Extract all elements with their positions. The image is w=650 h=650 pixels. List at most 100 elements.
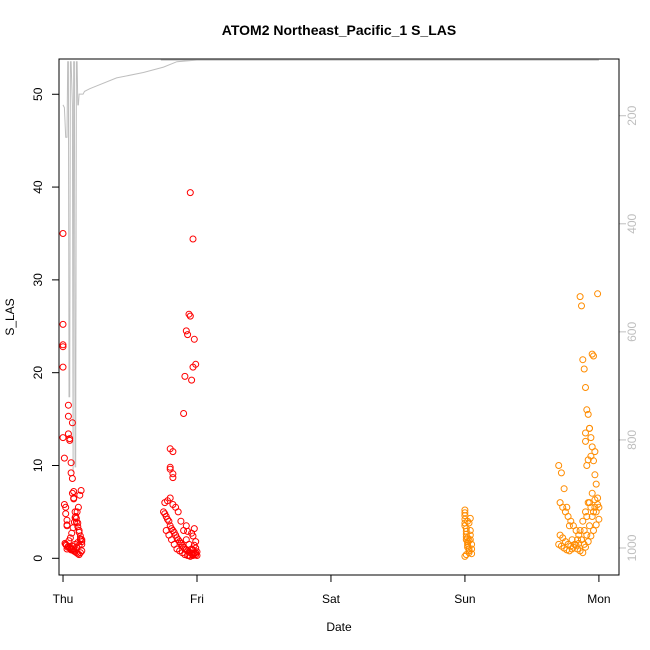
data-point <box>60 454 68 462</box>
data-point <box>586 522 593 530</box>
data-point <box>166 463 174 471</box>
data-point <box>177 517 185 525</box>
y2-tick-label: 400 <box>625 213 639 233</box>
data-point <box>73 508 81 516</box>
data-point <box>468 550 476 558</box>
x-tick-label: Thu <box>53 592 74 606</box>
data-point <box>76 549 84 557</box>
data-point <box>584 410 592 418</box>
data-point <box>586 499 593 507</box>
data-point <box>591 471 599 479</box>
data-point <box>181 372 189 380</box>
data-point <box>595 515 603 523</box>
data-point <box>185 310 193 318</box>
data-point <box>588 489 596 497</box>
y2-tick-label: 600 <box>625 322 639 342</box>
data-point <box>59 363 67 371</box>
data-point <box>74 503 82 511</box>
y-tick-label: 0 <box>31 555 45 562</box>
data-point <box>186 312 194 320</box>
data-point <box>594 290 602 298</box>
data-point <box>555 462 563 469</box>
data-point <box>579 517 587 525</box>
data-point <box>64 401 72 409</box>
data-point <box>59 341 67 349</box>
data-point <box>587 532 595 540</box>
data-point <box>583 462 591 469</box>
data-point <box>582 437 589 445</box>
data-point <box>68 475 76 482</box>
data-point <box>588 350 596 358</box>
data-point <box>164 515 171 523</box>
x-tick-label: Mon <box>587 592 610 606</box>
x-tick-label: Sat <box>322 592 341 606</box>
data-point <box>174 508 182 516</box>
data-point <box>188 376 196 384</box>
data-point <box>74 519 82 527</box>
data-point <box>582 508 589 516</box>
data-point <box>590 352 597 360</box>
y2-tick-label: 800 <box>625 430 639 450</box>
data-point <box>66 436 74 444</box>
data-point <box>579 356 587 364</box>
depth-line-layer <box>62 59 599 473</box>
data-point <box>180 410 188 417</box>
data-point <box>590 508 597 516</box>
y-tick-label: 20 <box>31 366 45 380</box>
data-point <box>186 189 194 197</box>
series-red <box>59 189 201 560</box>
data-point <box>59 230 67 237</box>
data-point <box>59 434 67 442</box>
data-point <box>190 549 198 557</box>
data-point <box>586 424 593 432</box>
data-point <box>578 536 585 544</box>
data-point <box>465 519 473 527</box>
y2-tick-label: 1000 <box>625 534 639 561</box>
depth-line <box>62 59 599 473</box>
y-tick-label: 50 <box>31 87 45 101</box>
data-point <box>59 320 67 328</box>
data-point <box>583 513 591 520</box>
data-point <box>192 360 200 368</box>
data-point <box>67 469 75 477</box>
data-point <box>563 503 571 511</box>
points-layer <box>59 189 603 560</box>
data-point <box>182 327 190 335</box>
data-point <box>59 343 67 351</box>
data-point <box>189 235 197 243</box>
data-point <box>591 448 599 456</box>
data-point <box>466 514 474 522</box>
data-point <box>169 474 177 482</box>
data-point <box>466 527 474 534</box>
y2-tick-label: 200 <box>625 105 639 125</box>
data-point <box>77 487 85 494</box>
data-point <box>185 552 193 559</box>
data-point <box>578 302 585 310</box>
data-point <box>583 406 591 414</box>
data-point <box>590 457 597 465</box>
data-point <box>72 513 80 520</box>
data-point <box>582 384 589 391</box>
y-axis-label: S_LAS <box>3 298 17 335</box>
data-point <box>166 494 174 502</box>
data-point <box>64 412 72 420</box>
data-point <box>590 527 597 534</box>
data-point <box>182 522 190 530</box>
data-point <box>461 512 469 520</box>
data-point <box>75 528 83 536</box>
data-point <box>70 488 78 495</box>
data-point <box>76 491 84 499</box>
x-tick-label: Fri <box>190 592 204 606</box>
data-point <box>64 430 72 438</box>
data-point <box>66 534 74 542</box>
y-tick-label: 10 <box>31 458 45 472</box>
y-tick-label: 30 <box>31 273 45 287</box>
data-point <box>67 459 75 467</box>
data-point <box>62 510 70 518</box>
data-point <box>560 485 568 493</box>
data-point <box>184 527 192 535</box>
y-axis: 0 10 20 30 40 50 <box>31 87 60 562</box>
data-point <box>184 331 192 339</box>
y-tick-label: 40 <box>31 180 45 194</box>
